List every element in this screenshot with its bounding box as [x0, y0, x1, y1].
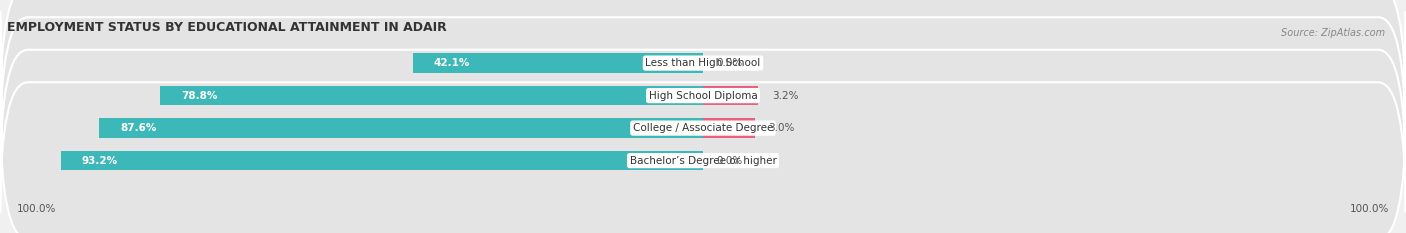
Bar	[703, 86, 758, 105]
Bar	[413, 53, 703, 73]
Text: 93.2%: 93.2%	[82, 156, 118, 166]
Text: Less than High School: Less than High School	[645, 58, 761, 68]
Text: 87.6%: 87.6%	[120, 123, 156, 133]
Bar	[703, 118, 755, 138]
Text: 3.0%: 3.0%	[769, 123, 794, 133]
Text: College / Associate Degree: College / Associate Degree	[633, 123, 773, 133]
Text: Bachelor’s Degree or higher: Bachelor’s Degree or higher	[630, 156, 776, 166]
Text: 100.0%: 100.0%	[17, 204, 56, 214]
Text: 42.1%: 42.1%	[433, 58, 470, 68]
FancyBboxPatch shape	[0, 17, 1406, 174]
FancyBboxPatch shape	[0, 82, 1406, 233]
Text: EMPLOYMENT STATUS BY EDUCATIONAL ATTAINMENT IN ADAIR: EMPLOYMENT STATUS BY EDUCATIONAL ATTAINM…	[7, 21, 447, 34]
FancyBboxPatch shape	[0, 0, 1406, 141]
Text: Source: ZipAtlas.com: Source: ZipAtlas.com	[1281, 28, 1385, 38]
Bar	[60, 151, 703, 170]
Bar	[100, 118, 703, 138]
Text: 78.8%: 78.8%	[181, 91, 217, 101]
Text: 0.0%: 0.0%	[717, 58, 742, 68]
Text: 0.0%: 0.0%	[717, 156, 742, 166]
Bar	[160, 86, 703, 105]
Text: 3.2%: 3.2%	[772, 91, 799, 101]
Text: High School Diploma: High School Diploma	[648, 91, 758, 101]
FancyBboxPatch shape	[0, 50, 1406, 206]
Text: 100.0%: 100.0%	[1350, 204, 1389, 214]
